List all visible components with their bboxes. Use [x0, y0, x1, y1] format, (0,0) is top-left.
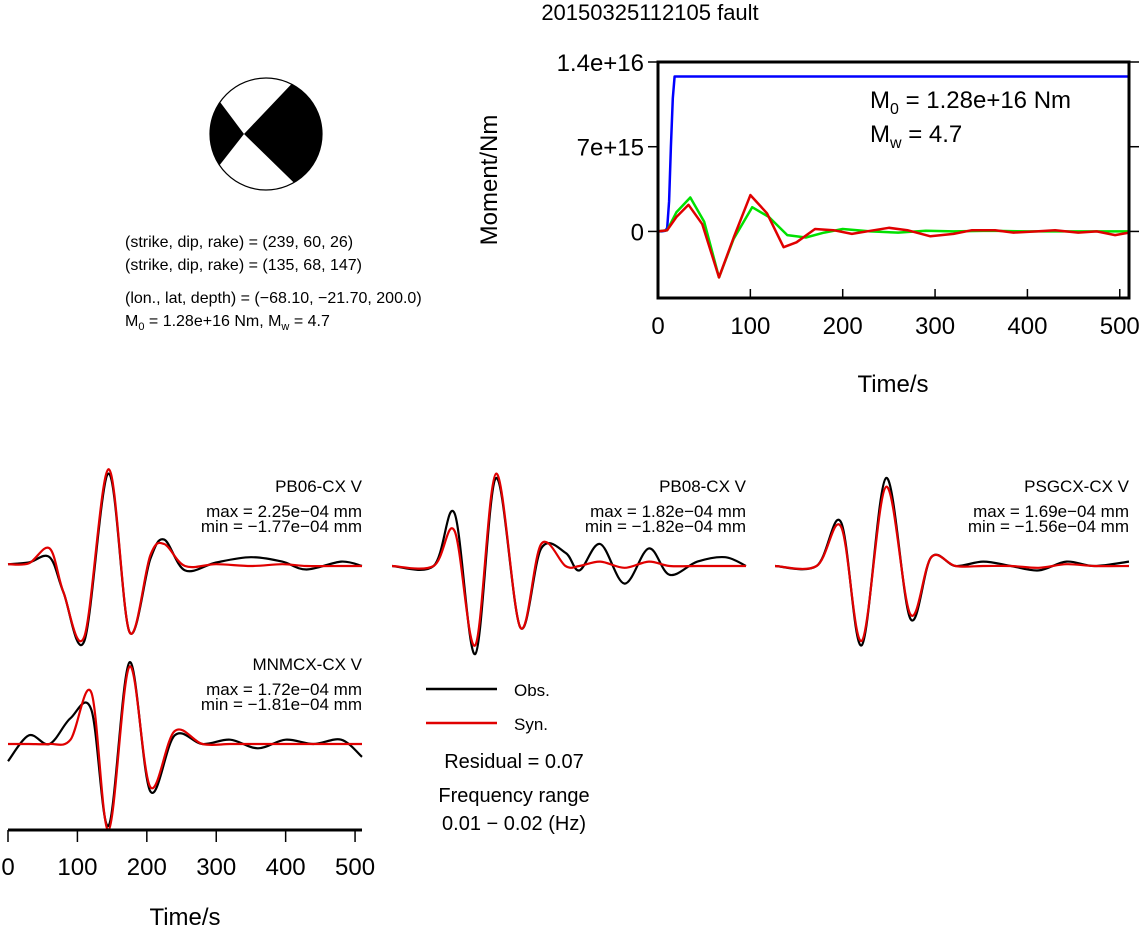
nodal-plane-1: (strike, dip, rake) = (239, 60, 26) [125, 234, 353, 251]
station-name: MNMCX-CX V [252, 655, 362, 674]
moment-ylabel: Moment/Nm [476, 115, 503, 246]
figure-title: 20150325112105 fault [541, 0, 758, 25]
moment-x-tick-label: 300 [915, 313, 955, 340]
beachball-compression-lobe-1 [244, 84, 323, 183]
waveform-time-axis: 0 100 200 300 400 500 Time/s [1, 828, 375, 926]
waveform-syn-trace [8, 665, 362, 832]
moment-line: M0 = 1.28e+16 Nm, Mw = 4.7 [125, 313, 330, 333]
waveform-syn-trace [7, 468, 362, 643]
station-max: max = 1.69e−04 mm [973, 502, 1129, 521]
moment-x-tick-label: 0 [651, 313, 664, 340]
residual-text: Residual = 0.07 [444, 751, 584, 773]
moment-y-tick-label: 1.4e+16 [557, 50, 644, 77]
moment-x-tick-label: 500 [1100, 313, 1140, 340]
moment-chart-frame [656, 60, 1131, 300]
moment-x-tick-label: 200 [823, 313, 863, 340]
moment-chart: 0 100 200 300 400 500 0 7e+15 1.4e+16 M0 = 1.28e… [476, 50, 1140, 398]
beachball [209, 77, 323, 191]
waveform-syn-trace [391, 472, 746, 647]
waveform-x-tick-label: 500 [335, 854, 375, 881]
moment-x-tick-label: 400 [1007, 313, 1047, 340]
moment-annotation-mw: Mw = 4.7 [870, 121, 962, 152]
station-name: PB06-CX V [275, 477, 363, 496]
station-min: min = −1.82e−04 mm [585, 517, 746, 536]
station-name: PB08-CX V [659, 477, 747, 496]
waveform-x-tick-label: 0 [1, 854, 14, 881]
station-name: PSGCX-CX V [1024, 477, 1130, 496]
nodal-plane-2: (strike, dip, rake) = (135, 68, 147) [125, 257, 362, 274]
beachball-compression-lobe-2 [210, 101, 244, 166]
waveform-syn-trace [774, 485, 1130, 642]
waveform-x-tick-label: 100 [57, 854, 97, 881]
waveform-x-tick-label: 200 [127, 854, 167, 881]
station-min: min = −1.77e−04 mm [201, 517, 362, 536]
waveform-xlabel: Time/s [149, 904, 220, 926]
waveform-x-tick-label: 400 [266, 854, 306, 881]
location-line: (lon., lat, depth) = (−68.10, −21.70, 20… [125, 290, 422, 307]
moment-series-1 [657, 196, 1129, 279]
frequency-range-value: 0.01 − 0.02 (Hz) [442, 813, 586, 835]
moment-y-tick-label: 7e+15 [577, 135, 644, 162]
station-max: max = 2.25e−04 mm [206, 502, 362, 521]
waveform-legend: Obs. Syn. Residual = 0.07 Frequency rang… [426, 681, 590, 835]
station-min: min = −1.56e−04 mm [968, 517, 1129, 536]
moment-xlabel: Time/s [857, 371, 928, 398]
station-max: max = 1.72e−04 mm [206, 680, 362, 699]
mechanism-text: (strike, dip, rake) = (239, 60, 26) (str… [125, 234, 422, 333]
moment-annotation-m0: M0 = 1.28e+16 Nm [870, 87, 1071, 118]
moment-y-tick-label: 0 [631, 219, 644, 246]
moment-series-2 [657, 193, 1130, 279]
legend-obs-label: Obs. [514, 681, 550, 700]
station-min: min = −1.81e−04 mm [201, 695, 362, 714]
legend-syn-label: Syn. [514, 715, 548, 734]
waveform-x-tick-label: 300 [196, 854, 236, 881]
station-max: max = 1.82e−04 mm [590, 502, 746, 521]
waveform-obs-trace [7, 472, 363, 646]
waveform-obs-trace [7, 661, 363, 827]
moment-x-tick-label: 100 [730, 313, 770, 340]
frequency-range-title: Frequency range [438, 785, 589, 807]
